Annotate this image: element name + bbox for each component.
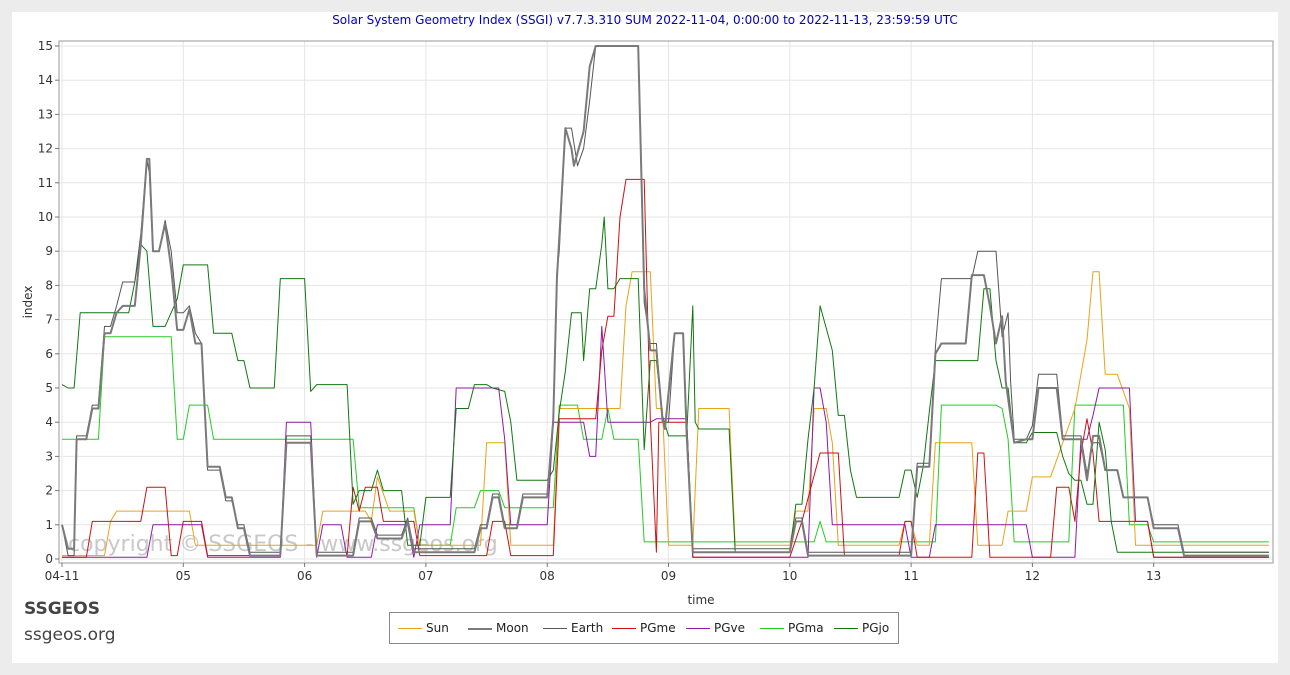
- legend-swatch: [543, 628, 567, 629]
- y-tick-label: 7: [45, 313, 53, 327]
- y-tick-label: 13: [38, 107, 53, 121]
- y-tick-label: 2: [45, 484, 53, 498]
- y-tick-label: 0: [45, 552, 53, 566]
- y-tick-label: 8: [45, 278, 53, 292]
- x-tick-label: 09: [661, 569, 676, 583]
- y-tick-label: 5: [45, 381, 53, 395]
- grid: [59, 41, 1273, 563]
- x-tick-label: 04-11: [45, 569, 80, 583]
- y-tick-label: 3: [45, 449, 53, 463]
- x-tick-label: 08: [540, 569, 555, 583]
- y-axis-label: index: [21, 286, 35, 319]
- y-tick-label: 6: [45, 347, 53, 361]
- y-tick-label: 14: [38, 73, 53, 87]
- watermark-layer: copyright © SSGEOS - www.ssgeos.org: [68, 532, 498, 557]
- x-tick-label: 13: [1146, 569, 1161, 583]
- series-line-pgve: [62, 325, 1269, 558]
- legend-label: Earth: [571, 621, 604, 635]
- branding: SSGEOS ssgeos.org: [24, 598, 116, 646]
- legend-swatch: [398, 628, 422, 629]
- legend-swatch: [760, 628, 784, 629]
- y-tick-label: 15: [38, 39, 53, 53]
- x-tick-label: 05: [176, 569, 191, 583]
- legend-swatch: [612, 628, 636, 629]
- legend-label: Sun: [426, 621, 449, 635]
- x-tick-label: 12: [1025, 569, 1040, 583]
- x-axis-label: time: [687, 593, 714, 607]
- x-tick-label: 10: [782, 569, 797, 583]
- series-line-moon: [61, 45, 1269, 557]
- x-tick-label: 11: [903, 569, 918, 583]
- series-line-pgjo: [61, 216, 1269, 553]
- legend-label: Moon: [496, 621, 529, 635]
- legend-label: PGve: [714, 621, 746, 635]
- brand-name: SSGEOS: [24, 599, 100, 619]
- watermark-text: copyright © SSGEOS - www.ssgeos.org: [68, 532, 498, 557]
- y-tick-label: 1: [45, 518, 53, 532]
- y-tick-label: 4: [45, 415, 53, 429]
- legend-swatch: [834, 628, 858, 629]
- y-tick-label: 10: [38, 210, 53, 224]
- series-line-pgma: [62, 336, 1269, 546]
- y-tick-label: 9: [45, 244, 53, 258]
- legend-label: PGjo: [862, 621, 890, 635]
- legend-label: PGme: [640, 621, 676, 635]
- plot-border: [58, 40, 1274, 564]
- series-layer: [61, 45, 1269, 558]
- x-tick-label: 06: [297, 569, 312, 583]
- chart-title: Solar System Geometry Index (SSGI) v7.7.…: [332, 13, 958, 27]
- legend-swatch: [686, 628, 710, 629]
- y-tick-label: 12: [38, 142, 53, 156]
- brand-url: ssgeos.org: [24, 625, 116, 645]
- y-tick-label: 11: [38, 176, 53, 190]
- legend-label: PGma: [788, 621, 824, 635]
- legend-swatch: [468, 628, 492, 630]
- legend: Sun Moon Earth PGme PGve PGma PGjo: [389, 612, 899, 644]
- x-tick-label: 07: [418, 569, 433, 583]
